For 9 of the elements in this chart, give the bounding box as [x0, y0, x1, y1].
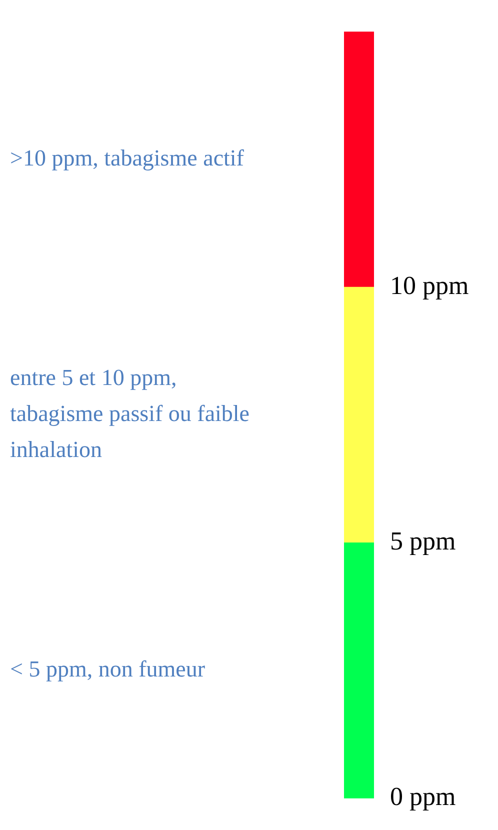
bar	[344, 542, 374, 798]
bar	[344, 32, 374, 288]
bar	[344, 286, 374, 544]
y-tick-label: 5 ppm	[390, 526, 456, 556]
y-tick-label: 0 ppm	[390, 782, 456, 812]
text: entre 5 et 10 ppm, tabagisme passif ou faible inhalation	[10, 365, 250, 462]
text: < 5 ppm, non fumeur	[10, 656, 206, 682]
text: >10 ppm, tabagisme actif	[10, 145, 244, 170]
y-tick-label: 10 ppm	[390, 271, 469, 300]
